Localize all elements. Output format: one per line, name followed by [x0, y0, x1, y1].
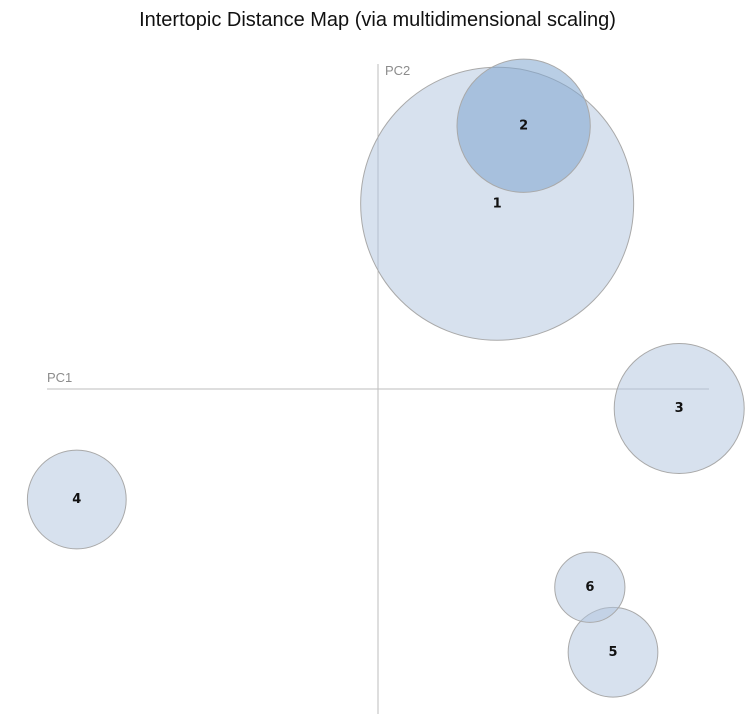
- topic-label-2: 2: [519, 118, 528, 133]
- topic-label-3: 3: [675, 401, 684, 416]
- pc1-axis-label: PC1: [47, 370, 72, 385]
- topic-label-1: 1: [493, 196, 502, 211]
- topic-label-5: 5: [608, 645, 617, 660]
- topic-circle-4[interactable]: [26, 449, 127, 550]
- topic-labels: 1 2 3 4 5 6: [72, 118, 683, 660]
- pc2-axis-label: PC2: [385, 63, 410, 78]
- topic-label-6: 6: [585, 580, 594, 595]
- topic-label-4: 4: [72, 492, 81, 507]
- topic-circles: [26, 58, 745, 698]
- chart-title: Intertopic Distance Map (via multidimens…: [139, 9, 616, 31]
- topic-circle-6[interactable]: [554, 551, 626, 623]
- topic-circle-3[interactable]: [613, 343, 745, 474]
- topic-circle-2[interactable]: [456, 58, 591, 193]
